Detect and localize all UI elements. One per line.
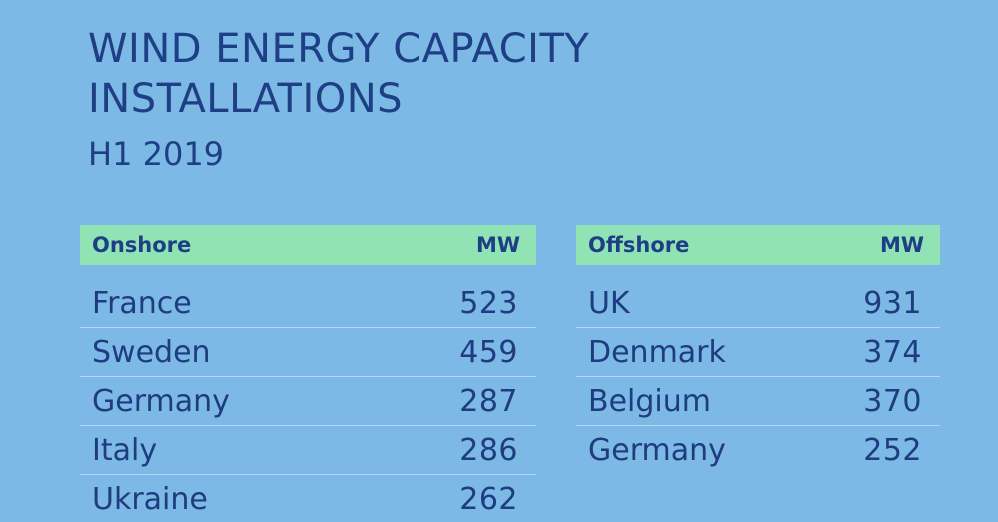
capacity-value: 262 <box>459 482 518 517</box>
table-row: Denmark 374 <box>576 328 940 377</box>
country-name: Germany <box>588 433 726 468</box>
table-row: UK 931 <box>576 279 940 328</box>
table-row: Germany 287 <box>80 377 536 426</box>
capacity-value: 459 <box>459 334 518 370</box>
table-row: France 523 <box>80 279 536 328</box>
onshore-rows: France 523 Sweden 459 Germany 287 Italy … <box>80 279 536 522</box>
capacity-value: 286 <box>459 432 518 468</box>
capacity-value: 370 <box>863 383 922 419</box>
country-name: France <box>92 285 192 321</box>
onshore-header-label: Onshore <box>92 233 192 257</box>
page-subtitle: H1 2019 <box>88 135 225 173</box>
onshore-header-unit: MW <box>475 233 520 257</box>
offshore-rows: UK 931 Denmark 374 Belgium 370 Germany 2… <box>576 279 940 475</box>
capacity-value: 931 <box>863 285 922 321</box>
page-title: WIND ENERGY CAPACITY INSTALLATIONS <box>88 26 590 122</box>
capacity-value: 252 <box>863 433 922 468</box>
country-name: Denmark <box>588 334 726 370</box>
offshore-table: Offshore MW UK 931 Denmark 374 Belgium 3… <box>576 225 940 522</box>
table-row: Sweden 459 <box>80 328 536 377</box>
country-name: Sweden <box>92 334 211 370</box>
country-name: UK <box>588 285 630 321</box>
table-row: Belgium 370 <box>576 377 940 426</box>
capacity-value: 374 <box>863 334 922 370</box>
onshore-table: Onshore MW France 523 Sweden 459 Germany… <box>80 225 536 522</box>
capacity-value: 523 <box>459 285 518 321</box>
table-row: Italy 286 <box>80 426 536 475</box>
country-name: Italy <box>92 432 158 468</box>
country-name: Ukraine <box>92 482 208 517</box>
table-row: Ukraine 262 <box>80 475 536 522</box>
capacity-value: 287 <box>459 383 518 419</box>
onshore-table-header: Onshore MW <box>80 225 536 265</box>
country-name: Belgium <box>588 383 711 419</box>
offshore-header-label: Offshore <box>588 233 690 257</box>
country-name: Germany <box>92 383 230 419</box>
table-row: Germany 252 <box>576 426 940 475</box>
offshore-header-unit: MW <box>879 233 924 257</box>
offshore-table-header: Offshore MW <box>576 225 940 265</box>
